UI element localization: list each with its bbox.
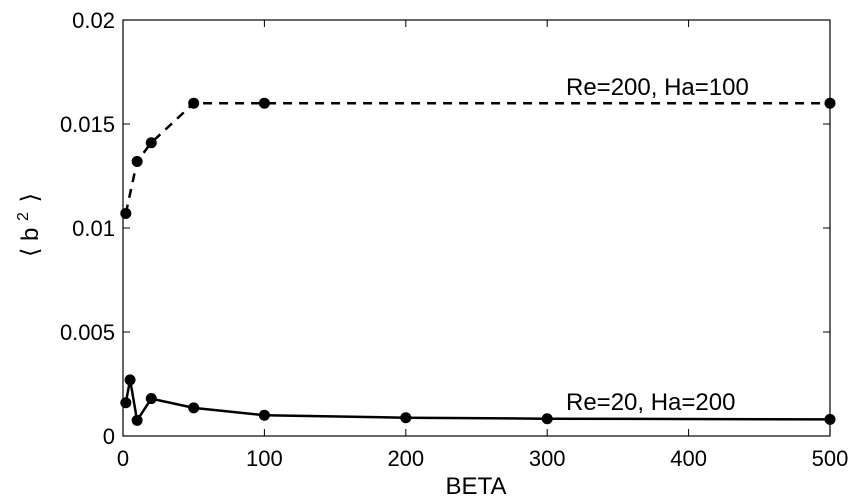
- series-line: [124, 101, 830, 214]
- y-tick-label: 0.02: [72, 8, 115, 33]
- x-tick-label: 300: [529, 446, 566, 471]
- series-1: [120, 374, 836, 426]
- data-point: [824, 97, 836, 109]
- data-point: [120, 207, 132, 219]
- y-axis-title-superscript: 2: [15, 212, 32, 221]
- series-layer: [120, 97, 836, 426]
- x-tick-label: 0: [117, 446, 129, 471]
- x-axis-title: BETA: [446, 473, 507, 500]
- data-point: [131, 155, 143, 167]
- y-tick-label: 0.01: [72, 216, 115, 241]
- data-point: [145, 137, 157, 149]
- data-point: [541, 413, 553, 425]
- series-label-re20: Re=20, Ha=200: [566, 389, 735, 416]
- data-point: [188, 402, 200, 414]
- data-point: [124, 374, 136, 386]
- y-axis-title-main: ⟨ b: [17, 228, 44, 257]
- data-point: [145, 393, 157, 405]
- data-point: [258, 97, 270, 109]
- y-tick-label: 0.005: [60, 320, 115, 345]
- x-tick-label: 100: [246, 446, 283, 471]
- x-tick-label: 500: [812, 446, 849, 471]
- data-point: [824, 413, 836, 425]
- y-tick-labels: 0 0.005 0.01 0.015 0.02: [60, 8, 115, 449]
- x-tick-label: 200: [387, 446, 424, 471]
- y-axis-title: ⟨ b 2 ⟩: [7, 193, 44, 257]
- y-tick-label: 0.015: [60, 112, 115, 137]
- data-point: [188, 97, 200, 109]
- y-axis-title-close: ⟩: [17, 193, 44, 202]
- y-tick-label: 0: [103, 424, 115, 449]
- data-point: [131, 414, 143, 426]
- data-point: [120, 397, 132, 409]
- series-0: [120, 97, 836, 219]
- series-label-re200: Re=200, Ha=100: [566, 74, 749, 101]
- y-axis-title-group: ⟨ b 2 ⟩: [7, 193, 44, 257]
- data-point: [400, 412, 412, 424]
- x-tick-labels: 0 100 200 300 400 500: [117, 446, 848, 471]
- data-point: [258, 409, 270, 421]
- axis-ticks: [122, 19, 831, 437]
- x-tick-label: 400: [670, 446, 707, 471]
